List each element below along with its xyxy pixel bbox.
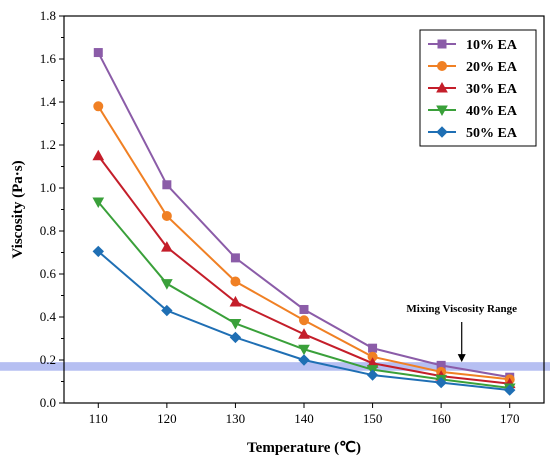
x-tick-label: 120 (157, 411, 177, 426)
data-point (230, 276, 241, 287)
annotation-layer: Mixing Viscosity Range (406, 303, 517, 363)
legend-label: 10% EA (466, 38, 518, 53)
data-point (298, 354, 310, 366)
legend-marker (437, 39, 447, 49)
data-point (230, 253, 240, 263)
series-5 (92, 245, 516, 396)
data-point (298, 328, 310, 339)
legend-marker (437, 61, 447, 71)
data-point (229, 331, 242, 344)
x-tick-label: 160 (431, 411, 451, 426)
x-tick-label: 130 (226, 411, 246, 426)
data-point (299, 315, 309, 326)
annotation-arrow-head (457, 354, 466, 363)
y-tick-label: 1.0 (40, 180, 56, 195)
data-point (435, 376, 447, 389)
data-point (161, 241, 173, 252)
legend-item: 20% EA (428, 60, 518, 75)
legend-label: 50% EA (466, 126, 518, 141)
legend-item: 50% EA (428, 126, 518, 141)
series-layer (92, 48, 516, 396)
y-axis-title: Viscosity (Pa·s) (10, 160, 26, 258)
y-tick-label: 1.8 (40, 8, 56, 23)
annotation-label: Mixing Viscosity Range (406, 303, 517, 315)
mixing-viscosity-band (0, 362, 550, 371)
data-point (366, 369, 379, 381)
y-tick-label: 1.4 (40, 94, 57, 109)
legend-marker (436, 81, 448, 93)
y-tick-label: 0.6 (40, 266, 57, 281)
data-point (299, 304, 309, 314)
axes-layer: 110 120 130 140 150 160 170 0.0 0.2 0.4 0.6 0.8 1.0 1… (40, 8, 520, 426)
x-tick-label: 110 (89, 411, 108, 426)
data-point (229, 318, 242, 330)
data-point (92, 149, 105, 161)
data-point (161, 304, 173, 317)
data-point (93, 48, 103, 58)
x-tick-label: 170 (500, 411, 520, 426)
y-tick-label: 0.0 (40, 395, 56, 410)
data-point (92, 197, 105, 209)
legend-label: 30% EA (466, 82, 518, 97)
data-point (92, 245, 104, 258)
series-1 (93, 48, 515, 382)
x-tick-label: 140 (294, 411, 314, 426)
x-axis-title: Temperature (℃) (247, 440, 361, 456)
legend-label: 40% EA (466, 104, 518, 119)
data-point (162, 180, 172, 190)
legend: 10% EA 20% EA 30% EA 40% EA 50% EA (419, 29, 537, 147)
legend-marker (436, 105, 448, 117)
y-tick-label: 0.2 (40, 352, 56, 367)
legend-item: 40% EA (428, 104, 518, 119)
legend-item: 30% EA (428, 81, 518, 97)
data-point (161, 279, 173, 290)
data-point (229, 295, 242, 307)
y-tick-label: 0.4 (40, 309, 57, 324)
legend-label: 20% EA (466, 60, 518, 75)
y-tick-label: 1.6 (40, 51, 57, 66)
legend-item: 10% EA (428, 38, 518, 53)
data-point (368, 343, 378, 353)
x-tick-label: 150 (363, 411, 383, 426)
data-point (298, 344, 310, 356)
y-tick-label: 1.2 (40, 137, 56, 152)
data-point (161, 210, 172, 221)
mixing-band-layer (0, 362, 550, 371)
data-point (504, 384, 516, 396)
data-point (93, 101, 104, 112)
y-tick-label: 0.8 (40, 223, 56, 238)
legend-marker (436, 126, 448, 138)
